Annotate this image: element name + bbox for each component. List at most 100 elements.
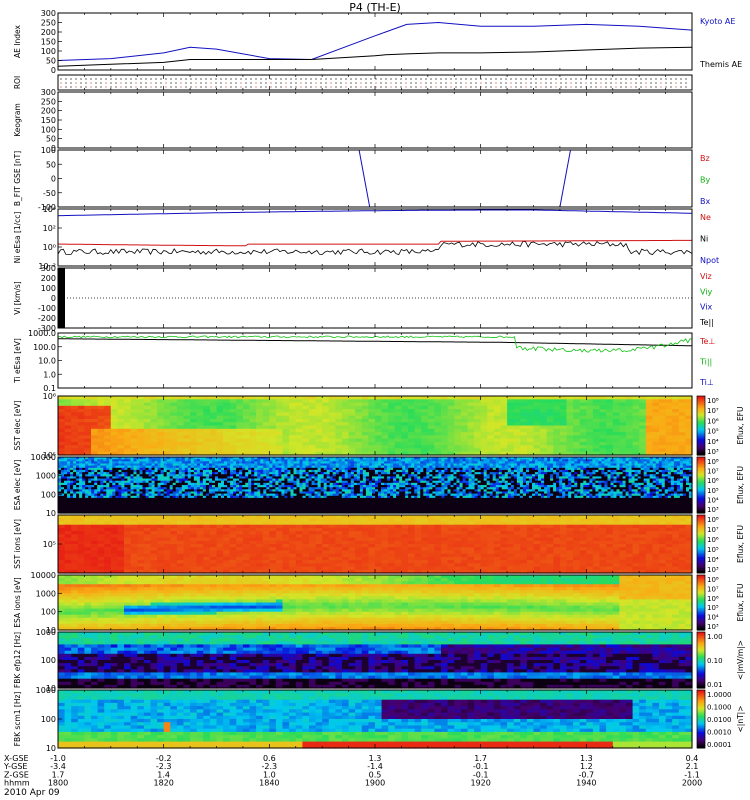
esa_e-cell xyxy=(133,495,138,499)
sst_e-cell xyxy=(659,422,667,427)
sst_e-cell xyxy=(592,405,601,410)
esa_e-cell xyxy=(175,457,180,460)
esa_e-cell xyxy=(263,506,267,510)
sst_e-cell xyxy=(309,399,317,404)
esa_e-cell xyxy=(151,502,156,505)
sst_e-cell xyxy=(97,396,105,400)
roi-dot xyxy=(405,86,407,88)
esa_e-cell xyxy=(218,502,222,505)
esa_e-cell xyxy=(136,461,141,465)
esa_e-cell xyxy=(139,461,144,465)
sst_e-cell xyxy=(289,438,297,443)
esa_e-cell xyxy=(184,485,189,488)
sst_e-cell xyxy=(302,399,310,404)
esa_e-cell xyxy=(190,508,195,512)
esa_e-cell xyxy=(187,497,192,501)
sst_e-cell xyxy=(282,396,290,400)
esa_e-cell xyxy=(166,478,171,482)
sst_e-cell xyxy=(606,399,614,404)
esa_e-cell xyxy=(205,463,210,467)
esa_e-cell xyxy=(58,480,62,484)
sst_e-cell xyxy=(606,432,614,436)
sst_e-cell xyxy=(447,448,455,453)
roi-dot xyxy=(675,78,677,80)
sst_e-cell xyxy=(104,428,112,433)
esa_e-cell xyxy=(64,482,68,486)
esa_e-cell xyxy=(263,459,267,462)
esa_e-cell xyxy=(190,463,195,467)
sst_e-cell xyxy=(209,441,218,446)
sst_e-cell xyxy=(559,438,568,443)
sst_e-cell xyxy=(342,425,350,430)
esa_e-cell xyxy=(260,465,264,469)
esa_e-cell xyxy=(257,457,261,460)
legend-ae-0: Kyoto AE xyxy=(700,17,735,26)
sst_e-cell xyxy=(71,451,79,456)
esa_e-cell xyxy=(242,510,246,514)
roi-dot xyxy=(235,78,237,80)
esa_e-cell xyxy=(169,474,174,477)
roi-dot xyxy=(570,86,572,88)
sst_e-cell xyxy=(414,422,422,427)
roi-dot xyxy=(75,82,77,84)
sst_e-cell xyxy=(533,418,541,423)
sst_e-cell xyxy=(282,399,290,404)
sst_e-cell xyxy=(421,435,429,440)
esa_e-cell xyxy=(242,474,246,477)
sst_e-cell xyxy=(275,412,284,417)
sst_e-cell xyxy=(223,399,231,404)
esa_e-cell xyxy=(169,478,174,482)
esa_e-cell xyxy=(181,493,186,497)
sst_e-cell xyxy=(282,435,290,440)
esa_e-cell xyxy=(236,493,240,497)
sst_e-cell xyxy=(685,422,693,427)
roi-dot xyxy=(570,78,572,80)
esa_e-cell xyxy=(79,461,83,465)
esa_e-cell xyxy=(139,500,144,503)
sst_e-cell xyxy=(110,409,118,413)
sst_e-cell xyxy=(110,425,118,430)
esa_e-cell xyxy=(233,506,237,510)
roi-dot xyxy=(615,86,617,88)
sst_e-cell xyxy=(460,428,469,433)
sst_e-cell xyxy=(659,412,667,417)
sst_e-cell xyxy=(434,438,442,443)
sst_e-cell xyxy=(236,415,244,420)
esa_e-cell xyxy=(209,467,213,471)
sst_e-cell xyxy=(91,435,99,440)
sst_e-cell xyxy=(619,422,627,427)
sst_e-cell xyxy=(414,432,422,436)
esa_e-cell xyxy=(106,510,110,514)
sst_e-cell xyxy=(599,402,607,407)
esa_e-cell xyxy=(181,457,186,460)
sst_e-cell xyxy=(520,428,528,433)
roi-dot xyxy=(140,78,142,80)
esa_e-cell xyxy=(236,472,240,475)
esa_e-cell xyxy=(190,485,195,488)
sst_e-cell xyxy=(322,396,330,400)
sst_e-cell xyxy=(368,428,376,433)
esa_e-cell xyxy=(85,472,89,475)
sst_e-cell xyxy=(295,438,303,443)
esa_e-cell xyxy=(58,508,62,512)
roi-dot xyxy=(365,82,367,84)
sst_e-cell xyxy=(553,422,561,427)
esa_e-cell xyxy=(154,472,159,475)
esa_e-cell xyxy=(187,461,192,465)
esa_e-cell xyxy=(148,459,153,462)
esa_e-cell xyxy=(79,508,83,512)
roi-dot xyxy=(545,86,547,88)
esa_e-cell xyxy=(91,487,95,490)
sst_e-cell xyxy=(421,428,429,433)
esa_e-cell xyxy=(172,508,177,512)
esa_e-cell xyxy=(100,459,104,462)
sst_e-cell xyxy=(64,451,72,456)
sst_e-cell xyxy=(335,435,343,440)
panel-roi: ROI xyxy=(13,74,693,91)
esa_e-cell xyxy=(175,480,180,484)
esa_e-cell xyxy=(196,502,201,505)
sst_e-cell xyxy=(315,428,323,433)
sst_e-cell xyxy=(295,399,303,404)
sst_e-cell xyxy=(342,409,350,413)
esa_e-cell xyxy=(145,497,150,501)
